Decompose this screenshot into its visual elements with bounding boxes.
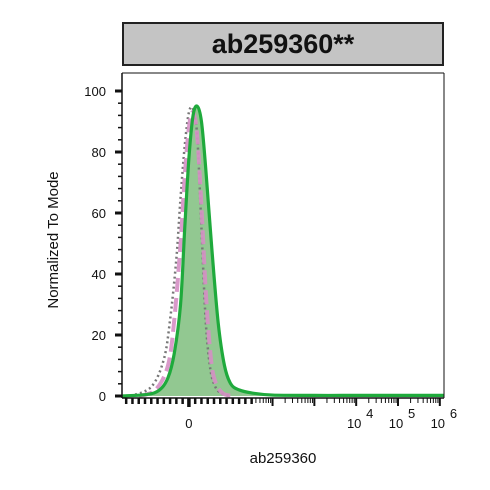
series-line-grey-dotted (129, 105, 232, 398)
y-tick-label: 0 (99, 389, 106, 404)
chart-title-box: ab259360** (122, 22, 444, 66)
x-axis: 0 10 4 10 5 10 6 (124, 398, 457, 431)
plot-group (121, 104, 444, 398)
y-tick-label: 100 (84, 84, 106, 99)
x-tick-label: 10 (431, 416, 445, 431)
series-line-green (121, 104, 444, 398)
chart-title: ab259360** (211, 28, 355, 59)
series-fill-green (122, 105, 444, 396)
x-tick-label: 10 (347, 416, 361, 431)
x-tick-label: 0 (185, 416, 192, 431)
x-tick-exponent: 6 (450, 406, 457, 421)
y-tick-label: 20 (92, 328, 106, 343)
x-tick-label: 10 (389, 416, 403, 431)
y-axis-title: Normalized To Mode (45, 171, 62, 308)
x-axis-title: ab259360 (250, 450, 317, 467)
y-tick-label: 60 (92, 206, 106, 221)
y-tick-label: 40 (92, 267, 106, 282)
y-tick-label: 80 (92, 145, 106, 160)
x-tick-exponent: 4 (366, 406, 373, 421)
x-tick-exponent: 5 (408, 406, 415, 421)
y-axis: 0 20 40 60 80 100 (84, 84, 122, 404)
